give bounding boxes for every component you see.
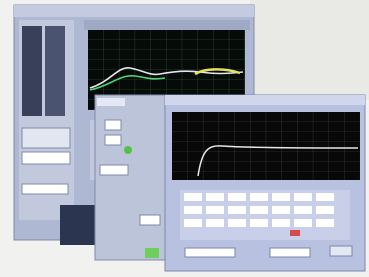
input-field[interactable]: [316, 193, 334, 201]
input-field[interactable]: [228, 219, 246, 227]
meter-column: [22, 26, 42, 116]
input-field[interactable]: [272, 193, 290, 201]
input-field[interactable]: [184, 193, 202, 201]
input-field[interactable]: [206, 219, 224, 227]
front-window: [165, 95, 365, 271]
input-field[interactable]: [250, 219, 268, 227]
control-box: [22, 128, 70, 148]
input-field[interactable]: [184, 206, 202, 214]
input-field[interactable]: [316, 219, 334, 227]
input-field[interactable]: [185, 248, 235, 257]
input-field[interactable]: [316, 206, 334, 214]
input-field[interactable]: [250, 206, 268, 214]
desktop-shade: [250, 0, 369, 100]
input-field[interactable]: [206, 193, 224, 201]
button[interactable]: [145, 248, 159, 258]
input-field[interactable]: [228, 206, 246, 214]
meter-column: [45, 26, 65, 116]
middle-panel: [95, 95, 165, 260]
input-field[interactable]: [294, 193, 312, 201]
indicator: [290, 230, 300, 236]
title-bar: [165, 95, 365, 105]
input-field[interactable]: [272, 206, 290, 214]
input-field[interactable]: [228, 193, 246, 201]
status-indicator: [124, 146, 132, 154]
input-field[interactable]: [206, 206, 224, 214]
input-field[interactable]: [105, 120, 121, 130]
input-field: [22, 152, 70, 164]
button[interactable]: [97, 98, 125, 106]
toolbar: [84, 20, 250, 30]
input-field[interactable]: [184, 219, 202, 227]
parameter-grid: [180, 190, 350, 240]
input-field[interactable]: [294, 219, 312, 227]
input-field[interactable]: [100, 165, 128, 175]
meter-block: [60, 205, 100, 245]
button[interactable]: [330, 246, 352, 256]
input-field[interactable]: [270, 248, 310, 257]
input-field[interactable]: [105, 135, 121, 145]
input-field[interactable]: [250, 193, 268, 201]
title-bar: [14, 5, 254, 17]
screenshot: [0, 0, 369, 277]
plot-grid: [172, 112, 360, 180]
input-field[interactable]: [272, 219, 290, 227]
page: (() => { const data = JSON.parse(documen…: [0, 0, 369, 277]
input-field: [22, 184, 68, 194]
input-field[interactable]: [140, 215, 160, 225]
input-field[interactable]: [294, 206, 312, 214]
